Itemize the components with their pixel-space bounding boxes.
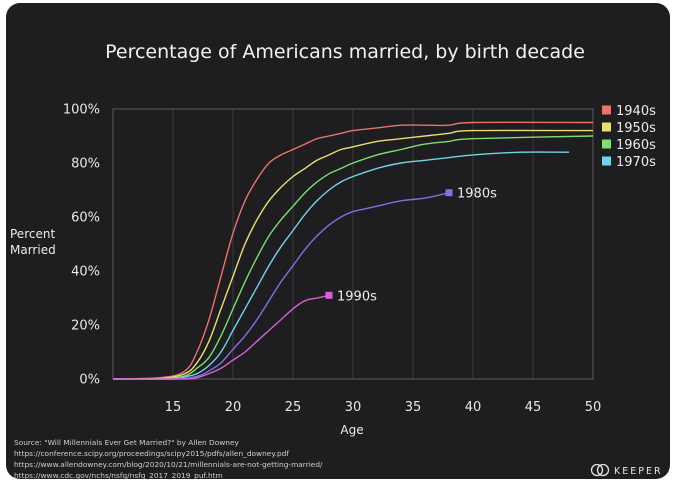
end-marker-1990s	[325, 291, 333, 299]
series-line-1950s	[112, 129, 594, 380]
series-line-1990s	[112, 294, 330, 380]
legend-label-1970s: 1970s	[616, 155, 656, 170]
legend-label-1950s: 1950s	[616, 121, 656, 136]
y-tick-label: 60%	[71, 211, 100, 226]
y-tick-label: 20%	[71, 319, 100, 334]
y-tick-label: 100%	[63, 103, 100, 118]
chart-title: Percentage of Americans married, by birt…	[105, 41, 585, 63]
x-tick-label: 35	[405, 400, 422, 415]
source-link[interactable]: https://conference.scipy.org/proceedings…	[14, 449, 289, 458]
legend-label-1940s: 1940s	[616, 104, 656, 119]
x-tick-label: 25	[285, 400, 302, 415]
x-tick-label: 40	[465, 400, 482, 415]
series-line-1970s	[112, 151, 570, 380]
x-tick-label: 45	[525, 400, 542, 415]
y-axis-label-line1: Percent	[10, 227, 55, 241]
series-line-1960s	[112, 135, 594, 380]
source-link[interactable]: https://www.allendowney.com/blog/2020/10…	[14, 460, 323, 469]
y-tick-labels: 0% 20% 40% 60% 80% 100%	[63, 103, 100, 388]
source-notes: Source: "Will Millennials Ever Get Marri…	[14, 438, 323, 480]
legend-swatch-1970s	[602, 156, 611, 166]
y-tick-label: 40%	[71, 265, 100, 280]
end-labels: 1980s 1990s	[325, 187, 497, 304]
legend-label-1960s: 1960s	[616, 138, 656, 153]
legend-swatch-1940s	[602, 105, 611, 115]
series-line-1980s	[112, 192, 450, 380]
legend: 1940s 1950s 1960s 1970s	[602, 104, 656, 170]
x-axis-label: Age	[340, 423, 363, 437]
y-tick-label: 0%	[79, 373, 100, 388]
end-label-1990s: 1990s	[337, 289, 377, 304]
y-tick-label: 80%	[71, 157, 100, 172]
x-tick-label: 15	[165, 400, 182, 415]
grid	[172, 109, 534, 379]
x-tick-label: 50	[585, 400, 602, 415]
end-label-1980s: 1980s	[457, 187, 497, 202]
source-link[interactable]: https://www.cdc.gov/nchs/nsfg/nsfg_2017_…	[14, 471, 223, 480]
x-tick-labels: 15 20 25 30 35 40 45 50	[165, 400, 602, 415]
plot-border	[112, 108, 594, 380]
legend-swatch-1960s	[602, 139, 611, 149]
x-tick-label: 20	[225, 400, 242, 415]
series-lines	[112, 121, 594, 380]
brand-logo: KEEPER	[590, 463, 663, 477]
chart-card	[6, 3, 670, 479]
y-axis-label-line2: Married	[10, 243, 56, 257]
x-tick-label: 30	[345, 400, 362, 415]
plot-frame	[112, 108, 594, 380]
legend-swatch-1950s	[602, 122, 611, 132]
source-line: Source: "Will Millennials Ever Get Marri…	[14, 438, 240, 447]
keeper-logo-icon	[590, 463, 610, 477]
series-line-1940s	[112, 121, 594, 380]
brand-name: KEEPER	[614, 466, 663, 477]
end-marker-1980s	[445, 189, 453, 197]
